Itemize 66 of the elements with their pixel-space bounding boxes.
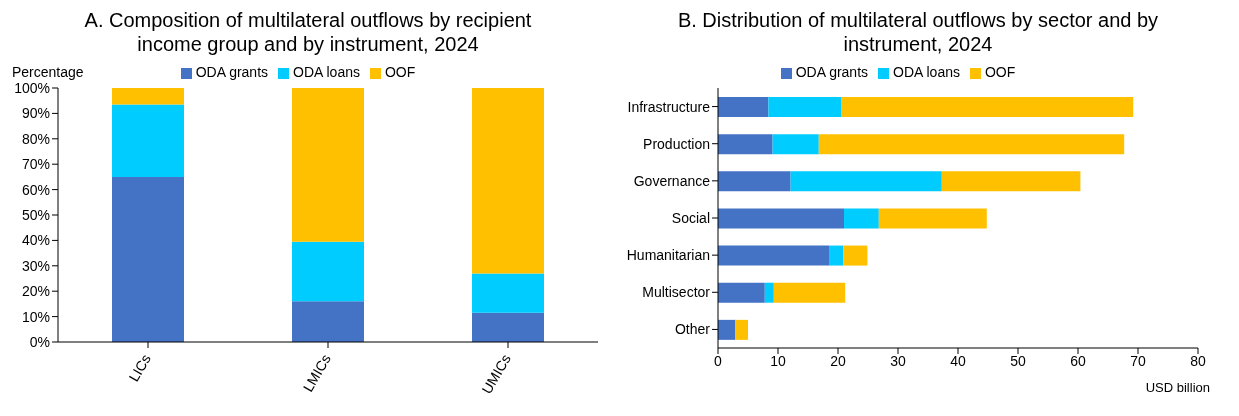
x-tick-label: 10: [770, 352, 786, 369]
x-tick-label: 70: [1130, 352, 1146, 369]
legend-label: ODA loans: [893, 64, 960, 80]
y-tick-label: Humanitarian: [626, 247, 710, 264]
x-tick-label: 40: [950, 352, 966, 369]
y-tick-label: 10%: [21, 308, 50, 325]
bar: [718, 171, 791, 192]
chart-title: A. Composition of multilateral outflows by recipient income group and by instrument, 2024: [83, 8, 533, 57]
bar: [773, 282, 846, 303]
bar: [768, 97, 841, 117]
bar: [844, 208, 879, 229]
y-tick-label: Governance: [633, 172, 711, 189]
bar: [735, 319, 748, 340]
bar: [772, 134, 819, 155]
bar: [292, 241, 364, 302]
legend-label: OOF: [384, 64, 416, 80]
bar: [718, 319, 736, 340]
bar: [878, 208, 987, 229]
bar: [941, 171, 1081, 192]
bar: [718, 245, 829, 266]
y-tick-label: 50%: [21, 206, 50, 223]
bar: [718, 134, 773, 155]
x-tick-label: 30: [890, 352, 906, 369]
legend-label: ODA loans: [293, 64, 360, 80]
bar: [841, 97, 1134, 117]
bar: [112, 176, 184, 342]
y-tick-label: 30%: [21, 257, 50, 274]
y-tick-label: 60%: [21, 181, 50, 198]
bar: [764, 282, 774, 303]
bar: [112, 104, 184, 177]
x-tick-label: 20: [830, 352, 846, 369]
y-tick-label: Other: [674, 321, 711, 338]
x-axis-title: USD billion: [1145, 380, 1210, 395]
y-tick-label: 100%: [14, 79, 50, 96]
legend-label: ODA grants: [195, 64, 269, 80]
y-tick-label: Social: [671, 209, 710, 226]
bar: [112, 88, 184, 105]
x-tick-label: 60: [1070, 352, 1086, 369]
y-tick-label: 40%: [21, 232, 50, 249]
legend-label: OOF: [984, 64, 1016, 80]
x-tick-label: 80: [1190, 352, 1206, 369]
bar: [829, 245, 844, 266]
bar: [472, 88, 544, 274]
y-tick-label: 20%: [21, 283, 50, 300]
bar: [718, 282, 765, 303]
y-tick-label: 80%: [21, 130, 50, 147]
y-tick-label: 70%: [21, 156, 50, 173]
y-axis-title: Percentage: [12, 64, 84, 80]
chart-title: B. Distribution of multilateral outflows by sector and by instrument, 2024: [676, 8, 1160, 57]
x-tick-label: 0: [714, 352, 723, 369]
y-tick-label: 0%: [29, 333, 50, 350]
bar: [292, 301, 364, 342]
y-tick-label: Production: [643, 135, 710, 152]
bar: [718, 208, 844, 229]
bar: [843, 245, 868, 266]
bar: [292, 88, 364, 242]
bar: [718, 97, 769, 117]
bar: [818, 134, 1125, 155]
bar: [472, 273, 544, 313]
y-tick-label: Multisector: [642, 284, 711, 301]
legend-label: ODA grants: [795, 64, 869, 80]
y-tick-label: 90%: [21, 105, 50, 122]
bar: [790, 171, 942, 192]
y-tick-label: Infrastructure: [627, 98, 711, 115]
x-tick-label: 50: [1010, 352, 1026, 369]
bar: [472, 312, 544, 342]
